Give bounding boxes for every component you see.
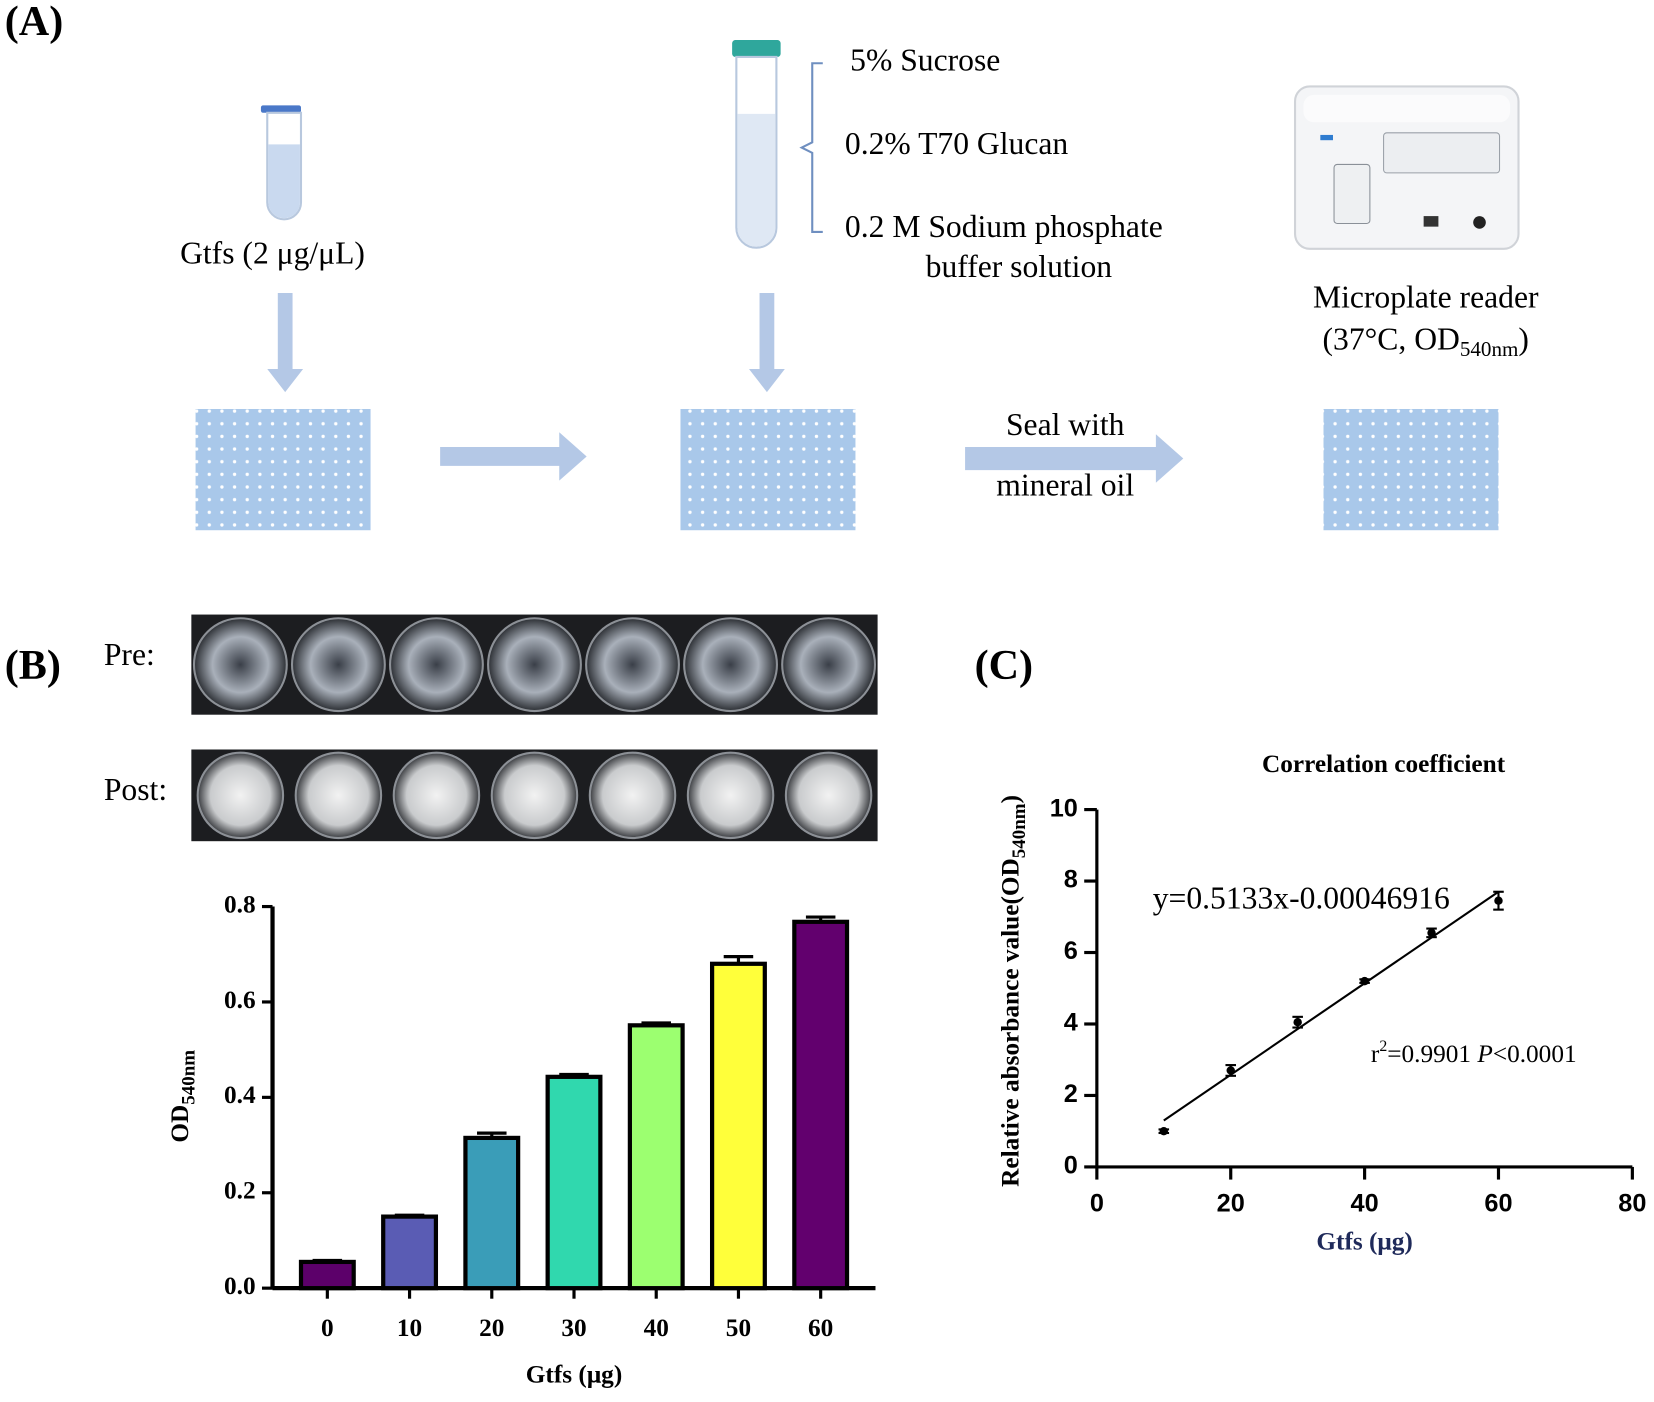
bar [463, 1135, 521, 1291]
row-label: Pre: [104, 637, 155, 672]
r-text: r [1371, 1040, 1380, 1068]
bar [792, 919, 850, 1291]
r-value: =0.9901 [1387, 1040, 1477, 1068]
bar [709, 961, 767, 1291]
x-tick-label: 40 [644, 1314, 669, 1342]
reagent: 0.2 M Sodium phosphate [845, 209, 1163, 244]
p-text: P [1476, 1040, 1492, 1068]
y-tick-label: 0.0 [224, 1272, 256, 1300]
x-tick-label: 60 [808, 1314, 833, 1342]
y-axis-label-sub: 540nm [1009, 803, 1030, 858]
sample-label: Gtfs (2 μg/μL) [180, 235, 365, 270]
point [1494, 896, 1503, 905]
x-tick-label: 0 [321, 1314, 334, 1342]
arrow-label: mineral oil [996, 467, 1134, 502]
reagent: 5% Sucrose [850, 42, 1000, 77]
text: (37°C, OD [1323, 322, 1460, 357]
well [686, 751, 775, 840]
point [1159, 1126, 1169, 1136]
flow-arrows [267, 293, 1184, 483]
x-tick-label: 60 [1484, 1190, 1512, 1218]
y-axis-label: Relative absorbance value(OD540nm) [996, 795, 1030, 1187]
well [392, 751, 481, 840]
well [683, 617, 778, 713]
p-value: <0.0001 [1493, 1040, 1577, 1068]
x-tick-label: 0 [1090, 1190, 1104, 1218]
x-tick-label: 30 [561, 1314, 586, 1342]
y-tick-label: 4 [1064, 1009, 1078, 1037]
y-tick-label: 0.4 [224, 1081, 256, 1109]
y-tick-label: 10 [1050, 794, 1078, 822]
well [192, 617, 288, 713]
y-tick-label: 0.2 [224, 1177, 256, 1205]
y-axis-label-text: Relative absorbance value(OD [996, 858, 1024, 1187]
small-tube [260, 105, 303, 221]
x-tick-label: 20 [1217, 1190, 1245, 1218]
x-tick-label: 40 [1351, 1190, 1379, 1218]
well [588, 751, 677, 840]
well [585, 617, 680, 713]
point [1293, 1017, 1302, 1027]
well [294, 751, 383, 840]
bar [381, 1214, 439, 1291]
y-axis-label-sub: 540nm [179, 1050, 200, 1105]
x-tick-label: 10 [397, 1314, 422, 1342]
y-tick-label: 0 [1064, 1152, 1078, 1180]
y-tick-label: 0.8 [224, 890, 256, 918]
reagent: 0.2% T70 Glucan [845, 126, 1068, 161]
arrow-label: Seal with [1006, 407, 1125, 442]
x-tick-label: 20 [479, 1314, 504, 1342]
point [1226, 1066, 1235, 1075]
x-tick-label: 80 [1618, 1190, 1646, 1218]
fit-line [1163, 890, 1500, 1122]
point [1360, 976, 1369, 986]
reader-conditions: (37°C, OD540nm) [1323, 322, 1529, 361]
well [487, 617, 582, 713]
r-sup: 2 [1379, 1037, 1387, 1054]
bar [298, 1259, 356, 1291]
x-tick-label: 50 [726, 1314, 751, 1342]
equation: y=0.5133x-0.00046916 [1153, 881, 1450, 916]
well [389, 617, 484, 713]
panel-label: (A) [5, 0, 64, 45]
bar [545, 1074, 603, 1291]
row-label: Post: [104, 772, 167, 807]
subscript: 540nm [1460, 337, 1519, 361]
r-squared: r2=0.9901 P<0.0001 [1371, 1037, 1577, 1068]
x-axis-label: Gtfs (μg) [1316, 1228, 1412, 1256]
y-axis-label: OD540nm [166, 1050, 200, 1143]
y-tick-label: 6 [1064, 937, 1078, 965]
panel-label: (B) [5, 642, 61, 689]
panel-label: (C) [975, 642, 1034, 689]
well [784, 751, 873, 840]
large-tube [732, 40, 823, 249]
well [196, 751, 285, 840]
microplate-reader [1293, 85, 1520, 250]
well-photos [191, 614, 878, 842]
well [290, 617, 386, 713]
chart-title: Correlation coefficient [1262, 750, 1506, 778]
bar [627, 1023, 685, 1291]
plates [195, 409, 1499, 531]
reader-label: Microplate reader [1313, 280, 1539, 315]
point [1427, 928, 1436, 938]
reagent: buffer solution [926, 249, 1113, 284]
y-tick-label: 2 [1064, 1080, 1078, 1108]
well [490, 751, 579, 840]
y-axis-label-text: OD [166, 1105, 194, 1143]
well [781, 617, 877, 713]
y-tick-label: 8 [1064, 866, 1078, 894]
x-axis-label: Gtfs (μg) [526, 1360, 622, 1388]
y-tick-label: 0.6 [224, 986, 256, 1014]
text: ) [1518, 322, 1529, 357]
y-axis-label-text: ) [996, 795, 1024, 803]
